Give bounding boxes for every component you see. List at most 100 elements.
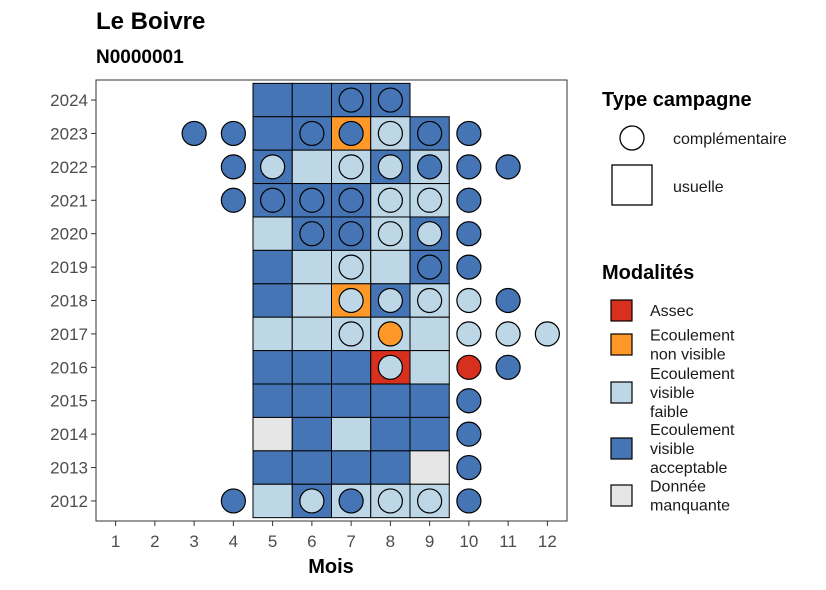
point-2019-9 [417, 254, 443, 280]
y-tick-label: 2013 [50, 459, 88, 478]
tile-2013-8 [370, 450, 411, 485]
point-2017-7 [338, 321, 364, 347]
point-2021-9 [417, 187, 443, 213]
x-tick-label: 11 [499, 532, 517, 551]
point-2017-8 [377, 321, 403, 347]
legend-type-title: Type campagne [602, 89, 752, 111]
point-2023-3 [181, 120, 207, 147]
tile-2017-6 [291, 316, 332, 352]
point-2023-9 [417, 120, 443, 147]
point-2021-5 [260, 187, 286, 213]
tile-2016-7 [331, 350, 372, 385]
x-tick-label: 12 [538, 532, 557, 551]
y-tick-label: 2012 [50, 492, 88, 511]
tile-2016-9 [409, 350, 450, 385]
point-2020-7 [338, 221, 364, 247]
legend-key-assec [610, 299, 633, 322]
point-2020-9 [417, 221, 443, 247]
tile-2014-7 [331, 416, 372, 452]
tile-2016-6 [291, 350, 332, 385]
tile-2020-5 [252, 216, 293, 251]
tile-2013-5 [252, 450, 293, 485]
tile-2012-5 [252, 483, 293, 519]
plot-area [95, 79, 568, 522]
point-2021-7 [338, 187, 364, 213]
point-2021-10 [456, 187, 482, 213]
legend-modalites-title: Modalités [602, 262, 694, 284]
x-tick-label: 10 [459, 532, 478, 551]
legend-label-faible: Ecoulement visible faible [650, 366, 735, 421]
chart-subtitle: N0000001 [96, 47, 184, 68]
legend-key-non_visible [610, 333, 633, 356]
y-tick-label: 2021 [50, 191, 88, 210]
point-2021-4 [220, 187, 246, 213]
x-tick-label: 7 [346, 532, 355, 551]
tile-2013-9 [409, 450, 450, 485]
point-2021-6 [299, 187, 325, 213]
x-axis-title: Mois [308, 556, 354, 578]
tile-2014-6 [291, 416, 332, 452]
x-tick-label: 2 [150, 532, 159, 551]
tile-2018-6 [291, 283, 332, 318]
chart-title: Le Boivre [96, 8, 205, 35]
tile-2016-5 [252, 350, 293, 385]
y-tick-label: 2017 [50, 325, 88, 344]
legend-key-acceptable [610, 437, 633, 460]
point-2016-8 [377, 354, 403, 380]
point-2012-6 [299, 488, 325, 514]
y-tick-label: 2020 [50, 225, 88, 244]
y-tick-label: 2015 [50, 392, 88, 411]
tile-2019-6 [291, 249, 332, 285]
point-2022-8 [377, 154, 403, 180]
tile-2024-6 [291, 82, 332, 118]
point-2020-8 [377, 221, 403, 247]
legend-label-manquante: Donnée manquante [650, 479, 730, 515]
x-tick-label: 5 [268, 532, 277, 551]
tile-2015-5 [252, 383, 293, 418]
point-2023-8 [377, 120, 403, 147]
y-tick-label: 2023 [50, 124, 88, 143]
point-2018-9 [417, 287, 443, 314]
legend-label-complementaire: complémentaire [673, 131, 787, 148]
point-2016-11 [495, 354, 521, 380]
point-2018-8 [377, 287, 403, 314]
tile-2018-5 [252, 283, 293, 318]
tile-2017-5 [252, 316, 293, 352]
point-2013-10 [456, 454, 482, 481]
legend-label-usuelle: usuelle [673, 179, 724, 196]
x-tick-label: 6 [307, 532, 316, 551]
point-2012-8 [377, 488, 403, 514]
legend-label-non_visible: Ecoulement non visible [650, 328, 735, 364]
point-2022-10 [456, 154, 482, 180]
point-2023-7 [338, 120, 364, 147]
y-tick-label: 2024 [50, 91, 88, 110]
point-2022-7 [338, 154, 364, 180]
point-2012-7 [338, 488, 364, 514]
x-axis: 1 2 3 4 5 6 7 8 9 10 11 12 [111, 521, 557, 551]
point-2024-7 [338, 87, 364, 113]
point-2017-11 [495, 321, 521, 347]
complementaire-points [181, 87, 560, 514]
point-2023-4 [220, 120, 246, 147]
y-axis: 2012 2013 2014 2015 2016 2017 2018 2019 2020 2021… [50, 91, 96, 511]
point-2016-10 [456, 354, 482, 380]
point-2023-6 [299, 120, 325, 147]
point-2015-10 [456, 388, 482, 414]
y-tick-label: 2014 [50, 425, 88, 444]
tile-2023-5 [252, 116, 293, 151]
point-2021-8 [377, 187, 403, 213]
y-tick-label: 2022 [50, 158, 88, 177]
y-tick-label: 2016 [50, 358, 88, 377]
point-2019-7 [338, 254, 364, 280]
tile-2015-9 [409, 383, 450, 418]
x-tick-label: 3 [189, 532, 198, 551]
y-tick-label: 2019 [50, 258, 88, 277]
point-2019-10 [456, 254, 482, 280]
y-tick-label: 2018 [50, 292, 88, 311]
tile-2024-5 [252, 82, 293, 118]
point-2017-10 [456, 321, 482, 347]
x-tick-label: 1 [111, 532, 120, 551]
legend-circle-key [619, 125, 645, 151]
x-tick-label: 4 [229, 532, 238, 551]
